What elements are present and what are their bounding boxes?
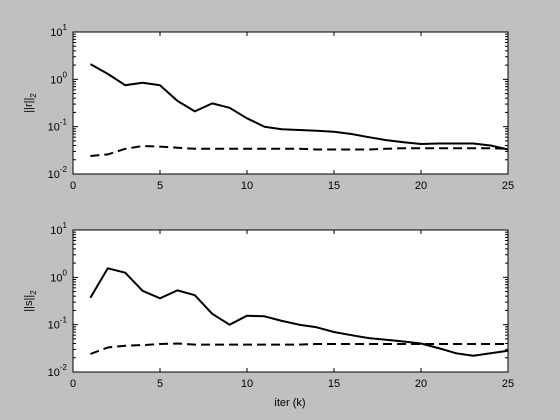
- y-tick-base: 10: [48, 122, 60, 134]
- y-tick-label: 10-1: [48, 316, 68, 332]
- series-line-dashed: [90, 145, 509, 157]
- y-tick-base: 10: [48, 320, 60, 332]
- series-line-dashed: [90, 342, 508, 355]
- y-axis-label: ||s||2: [23, 290, 38, 312]
- y-tick-label: 10-1: [48, 118, 68, 134]
- y-tick-label: 101: [50, 23, 67, 39]
- y-tick-exponent: 0: [63, 70, 68, 79]
- x-tick-label: 5: [157, 180, 163, 192]
- x-tick-label: 25: [502, 378, 514, 390]
- x-ticks: 0 5 10 15 20 25: [70, 32, 514, 192]
- x-tick-label: 5: [157, 378, 163, 390]
- x-tick-label: 15: [328, 180, 340, 192]
- x-tick-label: 20: [415, 378, 427, 390]
- x-tick-label: 10: [241, 180, 253, 192]
- y-tick-exponent: -1: [60, 316, 68, 325]
- series-line-solid: [89, 267, 509, 357]
- plot-area: [72, 31, 509, 175]
- y-tick-label: 101: [50, 221, 67, 237]
- x-tick-label: 20: [415, 180, 427, 192]
- y-axis-label-base: ||r||: [23, 98, 35, 113]
- x-tick-label: 0: [70, 378, 76, 390]
- y-tick-exponent: -2: [60, 363, 68, 372]
- y-tick-label: 10-2: [48, 165, 68, 181]
- x-tick-label: 25: [502, 180, 514, 192]
- y-tick-exponent: 1: [63, 221, 68, 230]
- series-layer: [89, 63, 509, 157]
- x-axis-label: iter (k): [274, 397, 305, 409]
- x-tick-label: 10: [241, 378, 253, 390]
- series-line-solid: [89, 63, 509, 151]
- x-tick-label: 15: [328, 378, 340, 390]
- y-tick-label: 100: [50, 268, 67, 284]
- y-tick-base: 10: [50, 272, 62, 284]
- y-axis-label-subscript: 2: [29, 93, 38, 98]
- plot-area: [72, 229, 509, 373]
- y-tick-exponent: -1: [60, 118, 68, 127]
- series-layer: [89, 267, 509, 357]
- x-tick-label: 0: [70, 180, 76, 192]
- y-axis-label-base: ||s||: [23, 295, 35, 312]
- y-tick-base: 10: [48, 169, 60, 181]
- y-tick-base: 10: [50, 27, 62, 39]
- y-axis-label: ||r||2: [23, 93, 38, 113]
- y-axis-label-subscript: 2: [29, 290, 38, 295]
- y-tick-base: 10: [50, 74, 62, 86]
- y-tick-exponent: 1: [63, 23, 68, 32]
- y-tick-exponent: 0: [63, 268, 68, 277]
- y-tick-base: 10: [50, 225, 62, 237]
- y-tick-exponent: -2: [60, 165, 68, 174]
- x-ticks: 0 5 10 15 20 25: [70, 230, 514, 390]
- y-tick-label: 100: [50, 70, 67, 86]
- y-tick-base: 10: [48, 367, 60, 379]
- y-tick-label: 10-2: [48, 363, 68, 379]
